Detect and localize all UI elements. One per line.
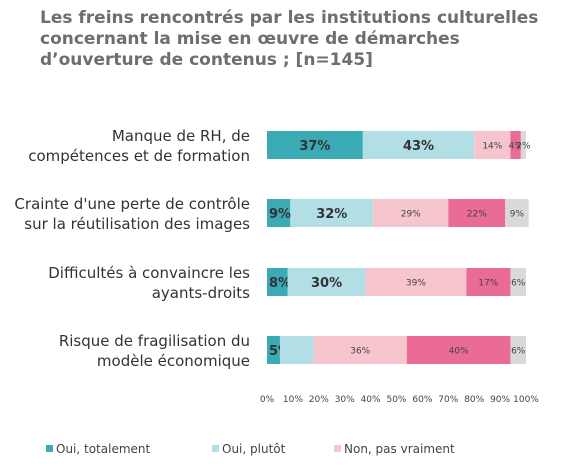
data-label: 14% (482, 142, 502, 152)
data-label: 36% (350, 347, 370, 357)
chart-title-line: d’ouverture de contenus ; [n=145] (40, 50, 373, 70)
category-label: sur la réutilisation des images (24, 215, 250, 233)
bar-segment (267, 336, 280, 364)
legend: Oui, totalement Oui, plutôt Non, pas vraim… (46, 442, 455, 456)
data-label: 22% (467, 210, 487, 220)
data-label: 32% (316, 207, 347, 222)
x-axis-ticks: 0% 10% 20% 30% 40% 50% 60% 70% 80% 90% 100% (260, 395, 539, 405)
data-label: 30% (311, 276, 342, 291)
bar-segment (287, 268, 366, 296)
bar-segment (510, 268, 526, 296)
data-label: 8% (269, 276, 291, 291)
x-tick-label: 80% (464, 395, 484, 405)
bar-segment (267, 131, 363, 159)
bars-group: 37%43%14%4%2%9%32%29%22%9%8%30%39%17%6%5… (267, 131, 531, 364)
x-tick-label: 0% (260, 395, 275, 405)
data-label: 39% (406, 279, 426, 289)
bar-segment (279, 336, 314, 364)
bar-segment (267, 199, 291, 227)
category-label: Difficultés à convaincre les (48, 264, 250, 282)
data-label: 9% (510, 210, 525, 220)
x-tick-label: 50% (386, 395, 406, 405)
legend-label: Non, pas vraiment (344, 442, 455, 456)
x-tick-label: 70% (438, 395, 458, 405)
bar-segment (505, 199, 529, 227)
data-label: 37% (299, 139, 330, 154)
data-label: 2% (516, 142, 531, 152)
legend-label: Oui, totalement (56, 442, 151, 456)
category-label: Risque de fragilisation du (59, 332, 250, 350)
x-tick-label: 90% (490, 395, 510, 405)
chart-title-line: Les freins rencontrés par les institutio… (40, 8, 539, 28)
category-label: ayants-droits (152, 284, 250, 302)
x-tick-label: 10% (283, 395, 303, 405)
bar-segment (448, 199, 506, 227)
category-label: Crainte d'une perte de contrôle (14, 195, 250, 213)
bar-segment (373, 199, 449, 227)
bar-segment (267, 268, 288, 296)
bar-segment (466, 268, 511, 296)
category-labels: Manque de RH, de compétences et de format… (14, 127, 250, 370)
data-label: 6% (511, 347, 526, 357)
bar-segment (406, 336, 511, 364)
data-label: 43% (403, 139, 434, 154)
category-label: compétences et de formation (28, 147, 250, 165)
legend-label: Oui, plutôt (222, 442, 286, 456)
bar-segment (290, 199, 374, 227)
bar-segment (520, 131, 526, 159)
data-label: 9% (269, 207, 291, 222)
category-label: Manque de RH, de (112, 127, 250, 145)
data-label: 6% (511, 279, 526, 289)
x-tick-label: 30% (335, 395, 355, 405)
legend-swatch (212, 445, 219, 452)
bar-segment (362, 131, 475, 159)
data-label: 17% (478, 279, 498, 289)
data-label: 4% (508, 142, 523, 152)
x-tick-label: 100% (513, 395, 539, 405)
bar-segment (365, 268, 467, 296)
x-tick-label: 20% (309, 395, 329, 405)
category-label: modèle économique (97, 352, 250, 370)
chart-title-line: concernant la mise en œuvre de démarches (40, 29, 460, 49)
bar-segment (313, 336, 407, 364)
x-tick-label: 60% (412, 395, 432, 405)
legend-swatch (334, 445, 341, 452)
bar-segment (510, 131, 521, 159)
bar-segment (474, 131, 511, 159)
chart-title: Les freins rencontrés par les institutio… (40, 8, 550, 71)
data-label: 40% (449, 347, 469, 357)
bar-segment (510, 336, 526, 364)
x-tick-label: 40% (361, 395, 381, 405)
legend-swatch (46, 445, 53, 452)
data-label: 29% (401, 210, 421, 220)
